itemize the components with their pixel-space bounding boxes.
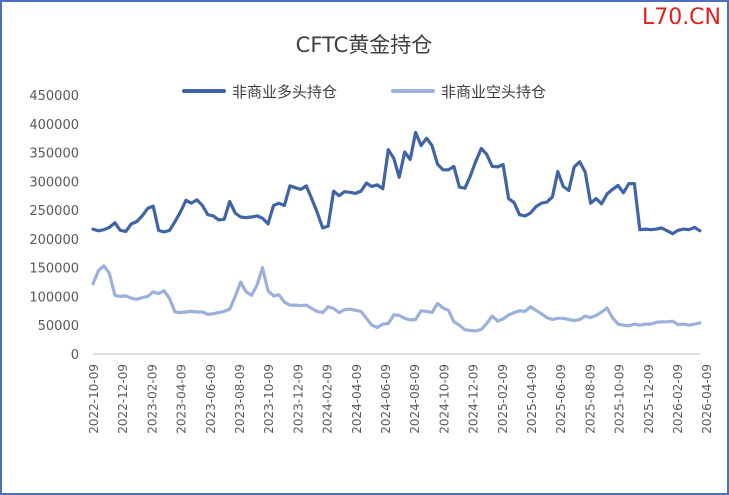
y-tick-label-1: 50000 <box>38 319 79 334</box>
x-tick-label-14: 2025-02-09 <box>496 364 510 434</box>
x-tick-label-21: 2026-04-09 <box>700 364 714 434</box>
x-tick-label-10: 2024-06-09 <box>379 364 393 434</box>
x-tick-label-18: 2025-10-09 <box>613 364 627 434</box>
legend-label-1: 非商业多头持仓 <box>232 83 337 101</box>
x-tick-label-11: 2024-08-09 <box>408 364 422 434</box>
watermark: L70.CN <box>641 5 721 30</box>
x-tick-label-9: 2024-04-09 <box>350 364 364 434</box>
y-tick-label-9: 450000 <box>29 89 79 104</box>
y-tick-label-0: 0 <box>71 348 79 363</box>
series-line-1 <box>91 130 702 236</box>
x-tick-label-16: 2025-06-09 <box>554 364 568 434</box>
x-tick-label-20: 2026-02-09 <box>671 364 685 434</box>
x-tick-label-0: 2022-10-09 <box>87 364 101 434</box>
y-tick-label-2: 100000 <box>29 290 79 305</box>
y-tick-label-6: 300000 <box>29 175 79 190</box>
x-tick-label-19: 2025-12-09 <box>642 364 656 434</box>
x-tick-label-7: 2023-12-09 <box>291 364 305 434</box>
x-tick-label-3: 2023-04-09 <box>175 364 189 434</box>
y-tick-label-7: 350000 <box>29 147 79 162</box>
x-tick-label-1: 2022-12-09 <box>116 364 130 434</box>
x-tick-label-15: 2025-04-09 <box>525 364 539 434</box>
x-tick-label-5: 2023-08-09 <box>233 364 247 434</box>
x-tick-label-4: 2023-06-09 <box>204 364 218 434</box>
y-tick-label-3: 150000 <box>29 262 79 277</box>
chart-title: CFTC黄金持仓 <box>296 33 433 57</box>
x-tick-label-13: 2024-12-09 <box>467 364 481 434</box>
y-tick-label-4: 200000 <box>29 233 79 248</box>
series-line-2 <box>91 264 702 333</box>
y-tick-label-8: 400000 <box>29 118 79 133</box>
x-tick-label-17: 2025-08-09 <box>583 364 597 434</box>
x-tick-label-2: 2023-02-09 <box>145 364 159 434</box>
x-tick-label-12: 2024-10-09 <box>437 364 451 434</box>
x-tick-label-8: 2024-02-09 <box>321 364 335 434</box>
x-tick-label-6: 2023-10-09 <box>262 364 276 434</box>
y-tick-label-5: 250000 <box>29 204 79 219</box>
legend-label-2: 非商业空头持仓 <box>441 83 546 101</box>
